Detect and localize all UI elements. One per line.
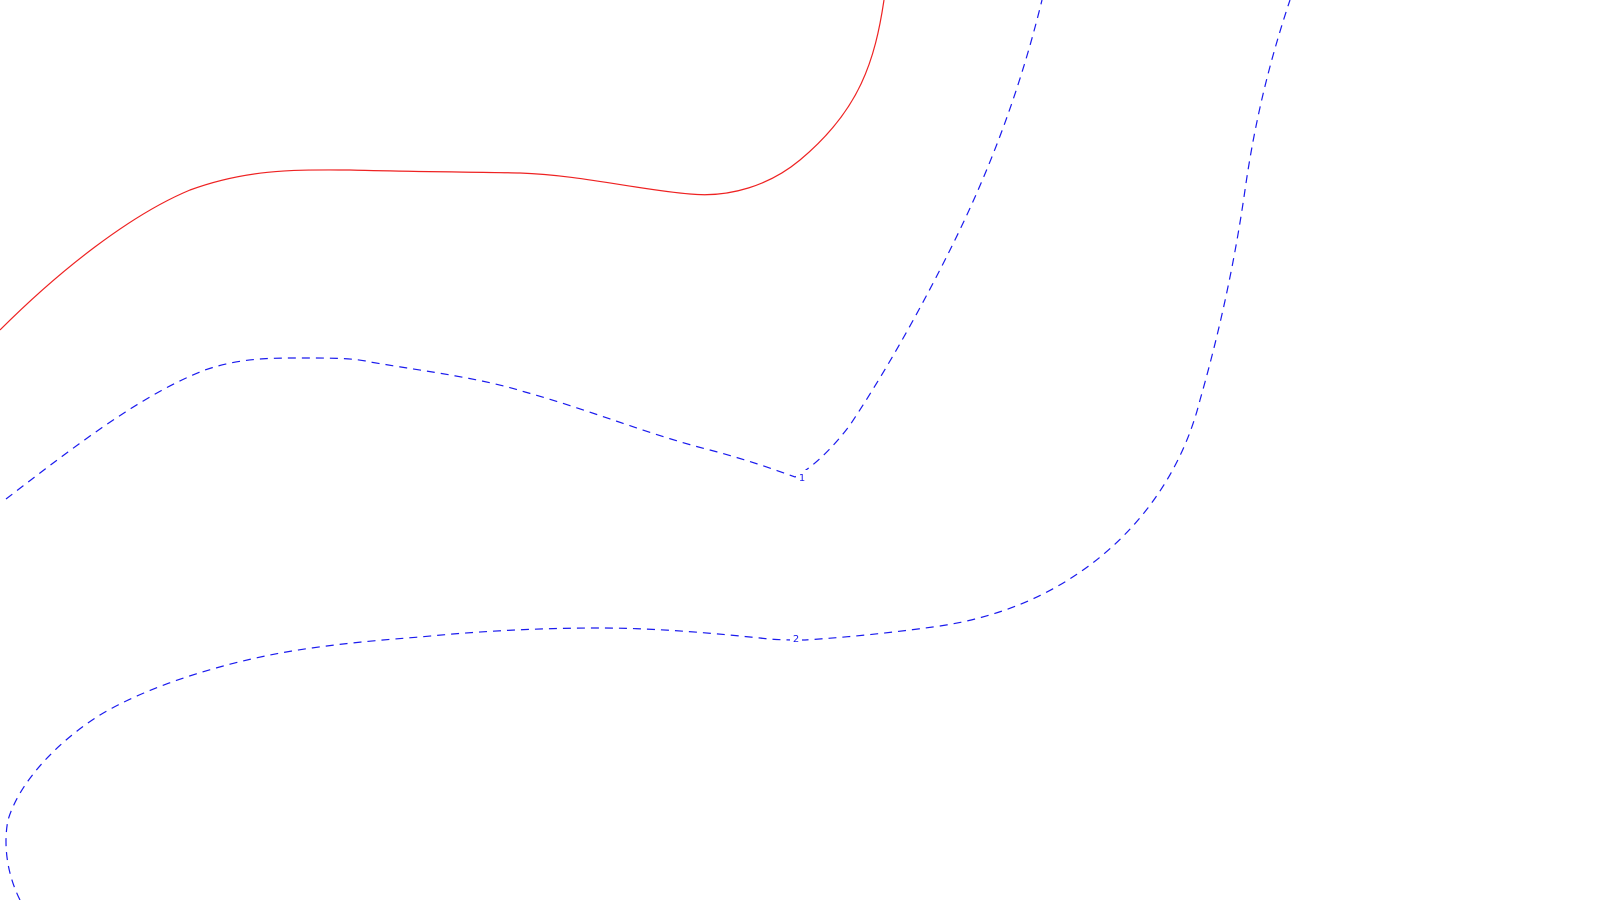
contour-label-1: 1: [799, 473, 805, 484]
reference-curve: [0, 0, 885, 331]
contour-line-2: [5, 0, 1291, 900]
contour-line-1: [5, 0, 1043, 500]
contour-label-1-bg: [796, 470, 808, 484]
contour-label-2-bg: [790, 632, 802, 646]
contour-label-2: 2: [793, 634, 799, 645]
